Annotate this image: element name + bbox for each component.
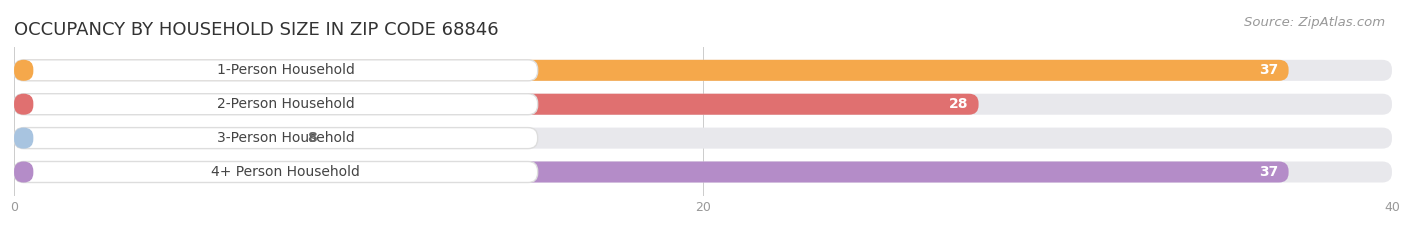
FancyBboxPatch shape xyxy=(14,94,1392,115)
FancyBboxPatch shape xyxy=(14,128,537,149)
Text: 8: 8 xyxy=(307,131,316,145)
FancyBboxPatch shape xyxy=(14,128,1392,149)
Text: 2-Person Household: 2-Person Household xyxy=(217,97,354,111)
Text: 37: 37 xyxy=(1258,63,1278,77)
Text: OCCUPANCY BY HOUSEHOLD SIZE IN ZIP CODE 68846: OCCUPANCY BY HOUSEHOLD SIZE IN ZIP CODE … xyxy=(14,21,499,39)
FancyBboxPatch shape xyxy=(14,94,537,115)
FancyBboxPatch shape xyxy=(14,60,34,81)
FancyBboxPatch shape xyxy=(14,60,1289,81)
Text: 4+ Person Household: 4+ Person Household xyxy=(211,165,360,179)
Text: 3-Person Household: 3-Person Household xyxy=(217,131,354,145)
FancyBboxPatch shape xyxy=(14,94,34,115)
Text: 1-Person Household: 1-Person Household xyxy=(217,63,354,77)
FancyBboxPatch shape xyxy=(14,60,1392,81)
FancyBboxPatch shape xyxy=(14,161,34,182)
Text: Source: ZipAtlas.com: Source: ZipAtlas.com xyxy=(1244,16,1385,29)
FancyBboxPatch shape xyxy=(14,161,1392,182)
FancyBboxPatch shape xyxy=(14,94,979,115)
FancyBboxPatch shape xyxy=(14,128,290,149)
Text: 37: 37 xyxy=(1258,165,1278,179)
FancyBboxPatch shape xyxy=(14,128,34,149)
FancyBboxPatch shape xyxy=(14,60,537,81)
FancyBboxPatch shape xyxy=(14,161,537,182)
FancyBboxPatch shape xyxy=(14,161,1289,182)
Text: 28: 28 xyxy=(949,97,969,111)
